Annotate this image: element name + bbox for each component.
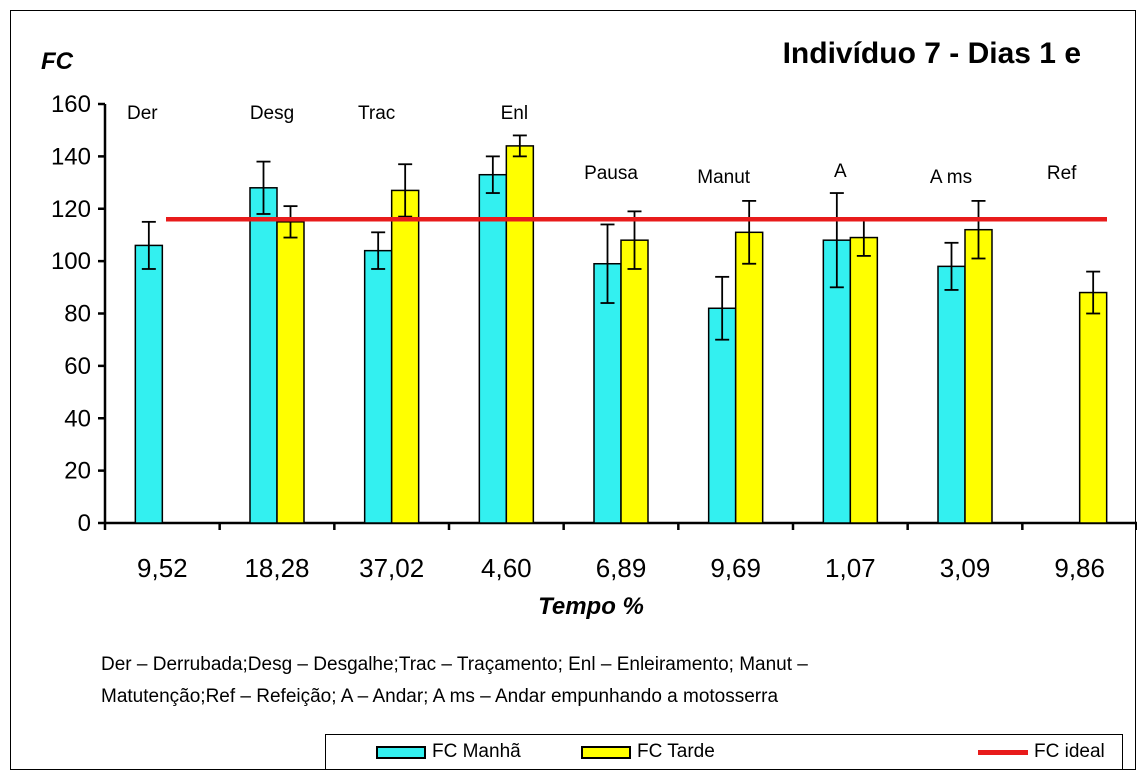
activity-label: Desg — [250, 103, 294, 124]
x-tick-label: 1,07 — [825, 553, 876, 583]
chart-frame: Indivíduo 7 - Dias 1 e FC Tempo % 0 20 40 6… — [10, 10, 1137, 770]
bar-manha — [822, 239, 852, 524]
footnote: Der – Derrubada;Desg – Desgalhe;Trac – T… — [101, 649, 1101, 713]
y-axis-label: FC — [41, 48, 74, 75]
activity-label: Enl — [501, 103, 528, 124]
legend-item-manha: FC Manhã — [376, 741, 521, 763]
bar-tarde — [276, 221, 305, 524]
y-tick-label: 120 — [51, 196, 91, 223]
bar-tarde — [964, 228, 993, 524]
bar-tarde — [734, 231, 764, 524]
bar-manha — [937, 265, 966, 524]
activity-label: A ms — [930, 167, 972, 188]
y-tick-label: 100 — [51, 248, 91, 275]
bar-tarde — [390, 189, 420, 524]
y-tick-label: 160 — [51, 91, 91, 118]
y-tick-label: 20 — [64, 458, 91, 485]
activity-label: A — [834, 161, 847, 182]
bar-manha — [134, 244, 164, 524]
activity-label: Manut — [697, 167, 751, 188]
legend-item-tarde: FC Tarde — [581, 741, 715, 763]
x-tick-label: 18,28 — [244, 553, 309, 583]
y-tick-label: 140 — [51, 143, 91, 170]
footnote-line-1: Der – Derrubada;Desg – Desgalhe;Trac – T… — [101, 654, 808, 675]
bar-manha — [363, 249, 393, 524]
x-tick-label: 9,69 — [710, 553, 761, 583]
activity-label: Ref — [1047, 163, 1077, 184]
y-tick-label: 40 — [64, 405, 91, 432]
legend-label-ideal: FC ideal — [1034, 741, 1105, 762]
footnote-line-2: Matutenção;Ref – Refeição; A – Andar; A … — [101, 686, 779, 707]
y-tick-label: 60 — [64, 353, 91, 380]
bar-manha — [478, 173, 508, 524]
legend-line-ideal — [978, 749, 1028, 755]
legend-swatch-manha — [376, 745, 426, 759]
activity-label: Trac — [358, 103, 395, 124]
x-tick-label: 37,02 — [359, 553, 424, 583]
bar-manha — [249, 187, 278, 524]
plot-area: 0 20 40 60 80 100 120 140 160 Der Desg Trac Enl Pausa… — [51, 91, 1137, 583]
x-tick-label: 3,09 — [940, 553, 991, 583]
chart-title: Indivíduo 7 - Dias 1 e — [783, 37, 1081, 70]
x-tick-label: 9,86 — [1054, 553, 1105, 583]
x-tick-label: 6,89 — [596, 553, 647, 583]
y-tick-label: 0 — [78, 510, 91, 537]
bar-tarde — [505, 145, 535, 524]
bar-tarde — [1078, 291, 1108, 524]
legend-label-manha: FC Manhã — [432, 741, 521, 762]
x-axis-label: Tempo % — [538, 593, 644, 620]
activity-label: Pausa — [584, 163, 638, 184]
y-tick-label: 80 — [64, 301, 91, 328]
x-tick-label: 4,60 — [481, 553, 532, 583]
legend-item-ideal: FC ideal — [978, 741, 1105, 763]
bar-tarde — [620, 239, 649, 524]
chart-canvas: Indivíduo 7 - Dias 1 e FC Tempo % 0 20 40 6… — [41, 37, 1137, 620]
x-tick-label: 9,52 — [137, 553, 188, 583]
legend-label-tarde: FC Tarde — [637, 741, 715, 762]
activity-label: Der — [127, 103, 158, 124]
bar-tarde — [849, 236, 879, 524]
legend-swatch-tarde — [581, 745, 631, 759]
legend: FC Manhã FC Tarde FC ideal — [325, 734, 1123, 770]
